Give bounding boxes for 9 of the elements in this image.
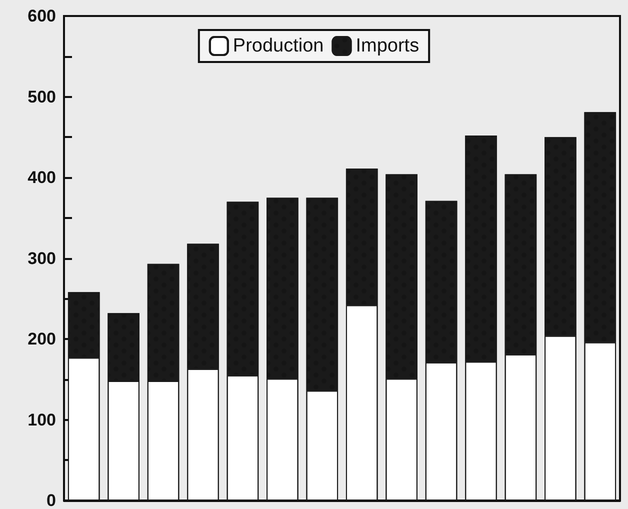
y-tick-label: 100 <box>28 410 56 430</box>
y-tick-label: 200 <box>28 330 56 348</box>
y-tick-label: 500 <box>28 87 56 106</box>
y-tick-label: 600 <box>28 6 56 26</box>
y-tick-label: 400 <box>28 168 56 187</box>
legend-label: Imports <box>356 36 420 56</box>
y-tick-label: 0 <box>46 491 56 509</box>
y-tick-label: 300 <box>28 248 56 268</box>
legend-label: Production <box>232 36 324 56</box>
